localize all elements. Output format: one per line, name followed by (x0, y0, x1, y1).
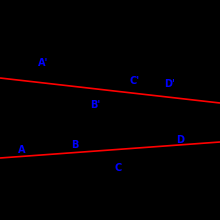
Text: C: C (114, 163, 122, 173)
Text: C': C' (130, 76, 140, 86)
Text: D': D' (165, 79, 175, 89)
Text: B': B' (90, 100, 100, 110)
Text: A': A' (38, 58, 48, 68)
Text: A: A (18, 145, 26, 155)
Text: B: B (71, 140, 79, 150)
Text: D: D (176, 135, 184, 145)
